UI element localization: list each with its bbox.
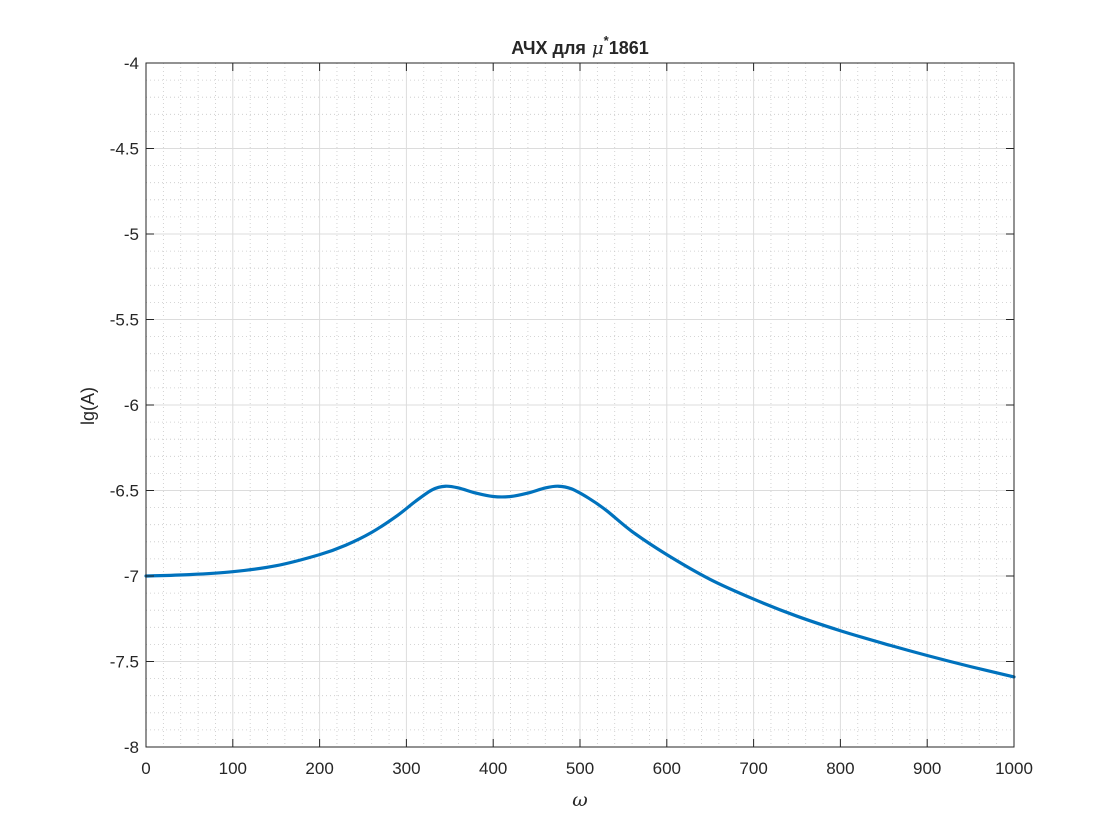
x-tick-label: 800 — [826, 759, 854, 778]
y-tick-label: -5.5 — [110, 311, 139, 330]
major-grid — [146, 63, 1014, 747]
x-axis-label: ω — [572, 789, 588, 811]
x-tick-label: 1000 — [995, 759, 1033, 778]
y-tick-label: -4.5 — [110, 140, 139, 159]
x-axis-ticks: 0 100 200 300 400 500 600 700 800 900 1000 — [141, 63, 1033, 778]
minor-grid — [146, 63, 1014, 747]
x-tick-label: 100 — [219, 759, 247, 778]
x-tick-label: 900 — [913, 759, 941, 778]
x-tick-label: 600 — [653, 759, 681, 778]
y-tick-label: -4 — [124, 54, 139, 73]
x-tick-label: 400 — [479, 759, 507, 778]
x-tick-label: 200 — [305, 759, 333, 778]
chart-title: АЧХ для μ*1861 — [511, 33, 648, 59]
x-tick-label: 500 — [566, 759, 594, 778]
title-suffix: 1861 — [609, 38, 649, 58]
title-prefix: АЧХ для — [511, 38, 586, 58]
title-superscript: * — [604, 33, 610, 48]
series-layer — [144, 484, 1016, 679]
title-mu-symbol: μ — [592, 38, 604, 59]
x-tick-label: 300 — [392, 759, 420, 778]
y-axis-label: lg(A) — [78, 387, 98, 425]
series-line — [144, 484, 1016, 679]
y-tick-label: -6 — [124, 396, 139, 415]
x-tick-label: 0 — [141, 759, 150, 778]
x-tick-label: 700 — [739, 759, 767, 778]
y-axis-ticks: -8 -7.5 -7 -6.5 -6 -5.5 -5 -4.5 -4 — [110, 54, 1014, 757]
y-tick-label: -7.5 — [110, 653, 139, 672]
y-tick-label: -8 — [124, 738, 139, 757]
y-tick-label: -6.5 — [110, 482, 139, 501]
y-tick-label: -7 — [124, 567, 139, 586]
y-tick-label: -5 — [124, 225, 139, 244]
